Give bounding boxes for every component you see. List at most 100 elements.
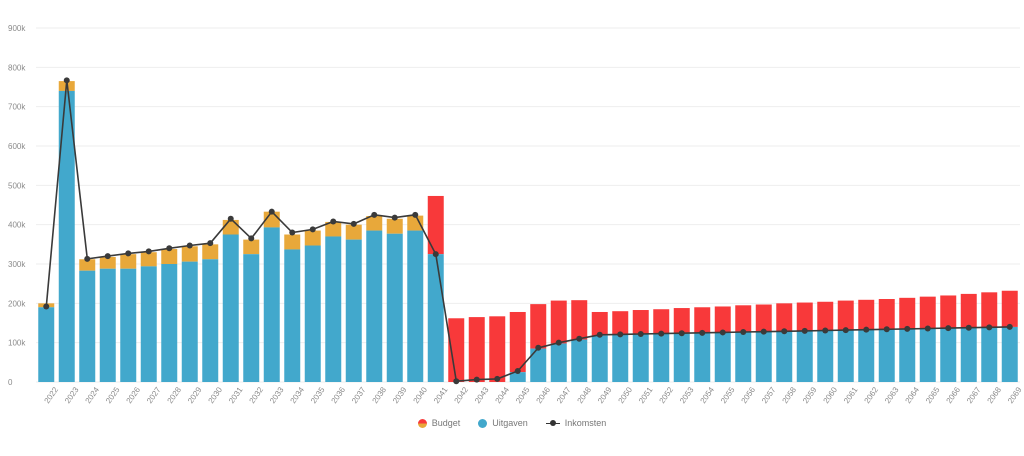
inkomsten-point	[104, 253, 111, 260]
budget-bar	[468, 317, 485, 382]
x-tick-label: 2047	[555, 385, 573, 405]
budget-bar	[735, 305, 752, 333]
uitgaven-bar	[509, 372, 526, 382]
budget-bar	[899, 297, 916, 330]
legend-item-budget[interactable]: Budget	[417, 418, 461, 428]
budget-bar	[407, 215, 424, 231]
budget-bar	[427, 195, 444, 255]
budget-bar	[673, 308, 690, 334]
budget-bar	[755, 304, 772, 333]
uitgaven-bar	[960, 328, 977, 382]
inkomsten-point	[637, 331, 644, 338]
budget-bar	[878, 299, 895, 330]
uitgaven-bar	[202, 259, 219, 382]
inkomsten-point	[63, 77, 70, 84]
x-tick-label: 2034	[289, 385, 307, 405]
uitgaven-bar	[530, 348, 547, 382]
uitgaven-bar	[161, 264, 178, 382]
budget-swatch-icon	[417, 418, 427, 428]
budget-bar	[79, 259, 96, 271]
inkomsten-point	[842, 327, 849, 334]
x-tick-label: 2066	[945, 385, 963, 405]
inkomsten-point	[801, 327, 808, 334]
uitgaven-bar	[981, 327, 998, 382]
inkomsten-point	[904, 325, 911, 332]
x-tick-label: 2048	[576, 385, 594, 405]
uitgaven-bar	[796, 331, 813, 382]
x-tick-label: 2065	[924, 385, 942, 405]
x-tick-label: 2024	[84, 385, 102, 405]
budget-bar	[161, 249, 178, 264]
inkomsten-point	[596, 331, 603, 338]
legend: Budget Uitgaven Inkomsten	[0, 418, 1024, 428]
inkomsten-point	[924, 325, 931, 332]
uitgaven-bar	[653, 334, 670, 382]
budget-bar	[304, 230, 321, 246]
y-tick-label: 700k	[8, 103, 26, 112]
x-tick-label: 2035	[309, 385, 327, 405]
x-tick-label: 2061	[842, 385, 860, 405]
x-tick-label: 2046	[535, 385, 553, 405]
x-tick-label: 2027	[145, 385, 163, 405]
uitgaven-bar	[243, 254, 260, 382]
uitgaven-bar	[632, 334, 649, 382]
budget-bar	[817, 301, 834, 331]
budget-bar	[489, 316, 506, 382]
x-tick-label: 2052	[658, 385, 676, 405]
y-tick-label: 300k	[8, 260, 26, 269]
budget-bar	[632, 310, 649, 335]
x-tick-label: 2031	[227, 385, 245, 405]
inkomsten-point	[186, 242, 193, 249]
inkomsten-point	[986, 324, 993, 331]
x-tick-label: 2058	[781, 385, 799, 405]
legend-item-inkomsten[interactable]: Inkomsten	[545, 418, 606, 428]
legend-label-uitgaven: Uitgaven	[492, 418, 528, 428]
uitgaven-bar	[38, 307, 55, 382]
inkomsten-point	[43, 303, 50, 310]
budget-bar	[591, 311, 608, 336]
inkomsten-point	[227, 215, 234, 222]
budget-bar	[366, 216, 383, 231]
legend-label-budget: Budget	[431, 418, 461, 428]
budget-bar	[796, 302, 813, 332]
uitgaven-bar	[694, 333, 711, 382]
x-tick-label: 2036	[330, 385, 348, 405]
y-tick-label: 200k	[8, 299, 26, 308]
budget-bar	[919, 296, 936, 329]
inkomsten-point	[576, 335, 583, 342]
inkomsten-point	[207, 240, 214, 247]
budget-bar	[1001, 290, 1018, 327]
budget-bar	[284, 234, 301, 250]
uitgaven-bar	[735, 332, 752, 382]
inkomsten-point	[371, 211, 378, 218]
x-tick-label: 2055	[719, 385, 737, 405]
x-tick-label: 2038	[371, 385, 389, 405]
x-tick-label: 2023	[63, 385, 81, 405]
x-tick-label: 2042	[453, 385, 471, 405]
inkomsten-point	[166, 245, 173, 252]
uitgaven-bar	[858, 330, 875, 382]
x-tick-label: 2060	[822, 385, 840, 405]
budget-bar	[202, 244, 219, 260]
uitgaven-bar	[407, 230, 424, 382]
uitgaven-bar	[79, 270, 96, 382]
budget-bar	[837, 300, 854, 331]
inkomsten-point	[1006, 323, 1013, 330]
x-tick-label: 2025	[104, 385, 122, 405]
x-tick-label: 2043	[473, 385, 491, 405]
inkomsten-point	[125, 250, 132, 257]
inkomsten-point	[432, 251, 439, 258]
inkomsten-point	[699, 329, 706, 336]
inkomsten-point	[330, 218, 337, 225]
uitgaven-bar	[714, 332, 731, 382]
uitgaven-bar	[550, 343, 567, 382]
uitgaven-bar	[325, 236, 342, 382]
x-tick-label: 2029	[186, 385, 204, 405]
x-tick-label: 2050	[617, 385, 635, 405]
x-tick-label: 2041	[432, 385, 450, 405]
uitgaven-bar	[263, 227, 280, 382]
inkomsten-point	[494, 375, 501, 382]
inkomsten-point	[822, 327, 829, 334]
legend-item-uitgaven[interactable]: Uitgaven	[478, 418, 528, 428]
y-tick-label: 500k	[8, 181, 26, 190]
